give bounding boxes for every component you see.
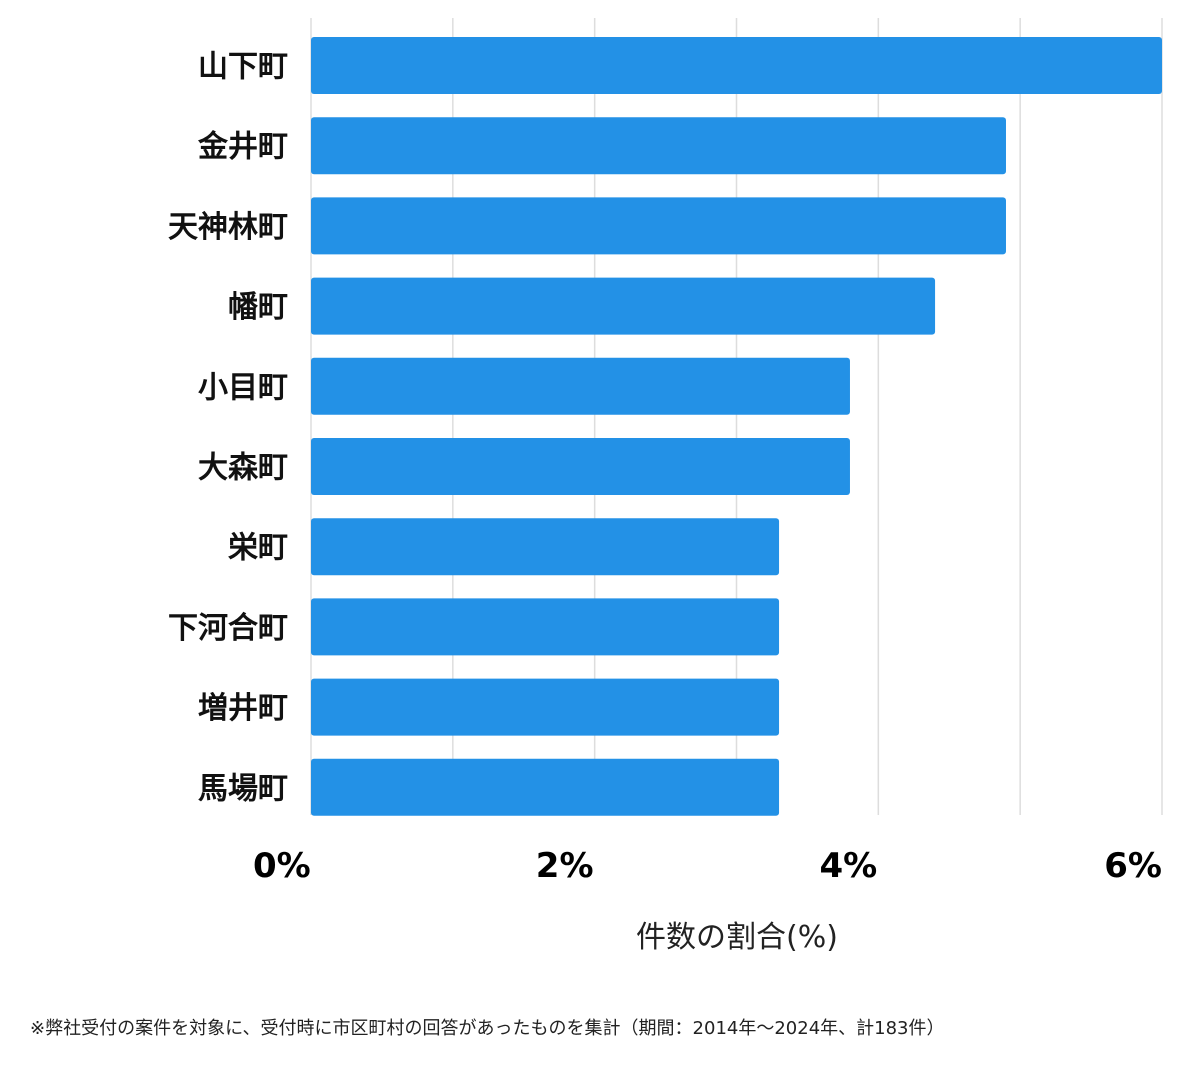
bar-2 <box>311 117 1006 175</box>
x-tick-label: 0% <box>253 846 311 886</box>
bar-9 <box>311 678 780 736</box>
category-label: 下河合町 <box>168 611 288 646</box>
x-axis-title: 件数の割合(%) <box>636 920 838 955</box>
bar-7 <box>311 518 780 576</box>
bars <box>311 37 1162 816</box>
category-label: 天神林町 <box>168 210 288 245</box>
x-tick-labels: 0% 2% 4% 6% <box>253 846 1162 886</box>
category-label: 馬場町 <box>198 771 288 806</box>
x-tick-label: 2% <box>536 846 594 886</box>
bar-1 <box>311 37 1162 94</box>
bar-6 <box>311 438 850 495</box>
category-label: 金井町 <box>197 130 288 165</box>
x-tick-label: 6% <box>1104 846 1162 886</box>
category-label: 増井町 <box>198 691 288 726</box>
category-label: 小目町 <box>198 370 288 405</box>
bar-3 <box>311 197 1006 255</box>
bar-8 <box>311 598 780 656</box>
bar-5 <box>311 357 850 415</box>
category-label: 大森町 <box>198 451 288 486</box>
category-label: 幡町 <box>228 290 288 325</box>
category-label: 山下町 <box>198 50 288 85</box>
bar-10 <box>311 758 780 816</box>
bar-4 <box>311 277 936 335</box>
category-label: 栄町 <box>228 531 288 566</box>
footnote: ※弊社受付の案件を対象に、受付時に市区町村の回答があったものを集計（期間：201… <box>30 1018 945 1039</box>
x-tick-label: 4% <box>819 846 877 886</box>
